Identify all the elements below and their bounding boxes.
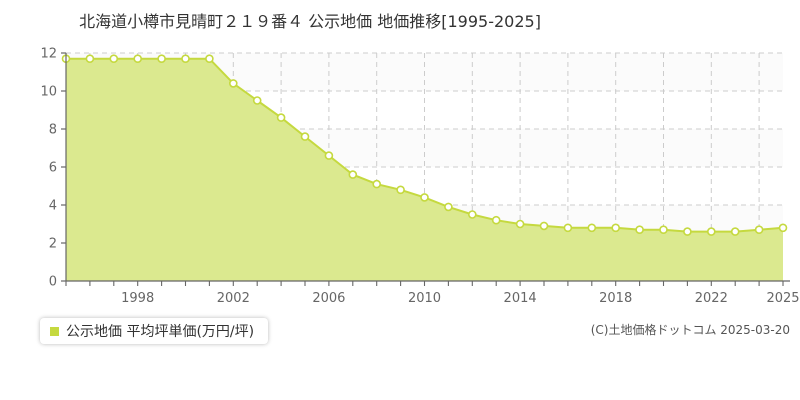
svg-text:2025: 2025 xyxy=(766,291,799,306)
legend-label: 公示地価 平均坪単価(万円/坪) xyxy=(66,324,255,340)
svg-text:12: 12 xyxy=(40,47,57,62)
svg-text:2002: 2002 xyxy=(217,291,250,306)
svg-text:0: 0 xyxy=(49,275,57,290)
svg-text:2006: 2006 xyxy=(312,291,345,306)
y-axis-ticks: 0 2 4 6 8 10 12 xyxy=(40,47,66,290)
svg-text:2010: 2010 xyxy=(408,291,441,306)
legend-swatch-icon xyxy=(50,326,59,336)
svg-text:2014: 2014 xyxy=(504,291,537,306)
svg-text:2022: 2022 xyxy=(695,291,728,306)
chart-plot-area: 0 2 4 6 8 10 12 1998 2002 2006 2010 2014 2018 2022 20… xyxy=(40,47,800,307)
svg-text:10: 10 xyxy=(40,85,57,100)
page-title: 北海道小樽市見晴町２１９番４ 公示地価 地価推移[1995-2025] xyxy=(79,12,541,31)
svg-text:2: 2 xyxy=(49,237,57,252)
series-area-fill xyxy=(66,58,783,282)
series-markers xyxy=(61,54,788,236)
svg-text:6: 6 xyxy=(49,161,57,176)
svg-text:4: 4 xyxy=(49,199,57,214)
legend: 公示地価 平均坪単価(万円/坪) xyxy=(40,318,269,344)
svg-text:8: 8 xyxy=(49,123,57,138)
svg-text:1998: 1998 xyxy=(121,291,154,306)
svg-text:2018: 2018 xyxy=(599,291,632,306)
credit-text: (C)土地価格ドットコム 2025-03-20 xyxy=(590,323,790,337)
x-axis-ticks: 1998 2002 2006 2010 2014 2018 2022 2025 xyxy=(65,281,800,306)
